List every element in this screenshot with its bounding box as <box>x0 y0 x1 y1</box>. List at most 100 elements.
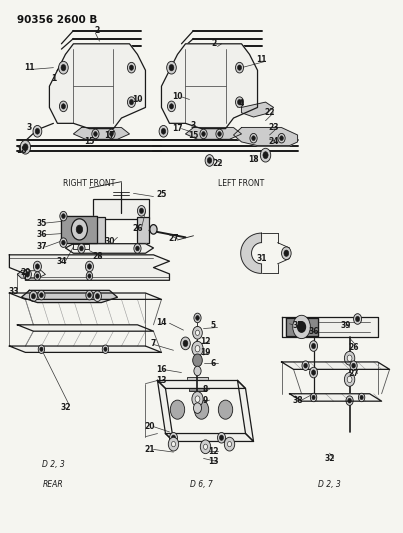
Polygon shape <box>241 102 274 117</box>
Circle shape <box>193 354 202 367</box>
Text: 12: 12 <box>208 447 219 456</box>
Circle shape <box>202 132 205 136</box>
Bar <box>85 247 133 252</box>
Bar <box>93 217 106 243</box>
Circle shape <box>40 347 43 351</box>
Text: 3: 3 <box>27 123 32 132</box>
Polygon shape <box>241 233 262 273</box>
Circle shape <box>195 345 200 352</box>
Bar <box>137 217 150 243</box>
Circle shape <box>86 290 93 300</box>
Circle shape <box>36 274 39 278</box>
Circle shape <box>224 437 235 451</box>
Circle shape <box>360 395 363 400</box>
Text: 6: 6 <box>211 359 216 367</box>
Circle shape <box>310 367 318 378</box>
Circle shape <box>38 345 45 353</box>
Circle shape <box>263 152 268 159</box>
Circle shape <box>200 129 207 139</box>
Circle shape <box>192 341 203 356</box>
Circle shape <box>170 104 173 109</box>
Circle shape <box>312 395 315 400</box>
Circle shape <box>345 351 355 365</box>
Bar <box>93 199 150 219</box>
Text: REAR: REAR <box>43 480 64 489</box>
Circle shape <box>284 250 289 256</box>
Circle shape <box>312 343 316 349</box>
Circle shape <box>192 392 203 407</box>
Circle shape <box>102 345 109 353</box>
Circle shape <box>87 264 91 269</box>
Circle shape <box>168 101 175 112</box>
Circle shape <box>352 364 355 368</box>
Text: 23: 23 <box>268 123 279 132</box>
Circle shape <box>170 400 185 419</box>
Bar <box>77 86 114 118</box>
Circle shape <box>23 269 31 280</box>
Circle shape <box>34 272 41 280</box>
Circle shape <box>139 208 143 214</box>
Circle shape <box>347 355 352 361</box>
Circle shape <box>280 136 283 141</box>
Circle shape <box>93 291 102 302</box>
Circle shape <box>39 293 43 297</box>
Text: 2: 2 <box>95 26 100 35</box>
Circle shape <box>96 294 100 299</box>
Circle shape <box>350 361 357 370</box>
Circle shape <box>61 104 65 109</box>
Text: 29: 29 <box>20 268 31 277</box>
Polygon shape <box>17 271 46 278</box>
Circle shape <box>237 65 241 70</box>
Circle shape <box>129 65 133 70</box>
Circle shape <box>20 140 31 154</box>
Text: 22: 22 <box>264 108 275 117</box>
Circle shape <box>62 214 65 219</box>
Text: 36: 36 <box>308 327 319 336</box>
Text: 15: 15 <box>188 131 199 140</box>
Circle shape <box>159 125 168 137</box>
Polygon shape <box>286 318 318 336</box>
Text: 10: 10 <box>172 92 183 101</box>
Circle shape <box>33 261 42 272</box>
Circle shape <box>216 129 223 139</box>
Text: 24: 24 <box>268 138 279 147</box>
Polygon shape <box>282 362 390 369</box>
Circle shape <box>195 396 200 402</box>
Circle shape <box>282 247 291 260</box>
Circle shape <box>218 432 226 443</box>
Circle shape <box>23 144 28 151</box>
Circle shape <box>218 400 233 419</box>
Circle shape <box>93 132 97 136</box>
Circle shape <box>345 373 355 386</box>
Circle shape <box>150 224 157 234</box>
Text: RIGHT FRONT: RIGHT FRONT <box>63 179 116 188</box>
Polygon shape <box>73 244 89 249</box>
Text: 35: 35 <box>292 321 303 330</box>
Text: 90356 2600 B: 90356 2600 B <box>17 14 98 25</box>
Text: 16: 16 <box>156 366 167 374</box>
Circle shape <box>194 366 201 376</box>
Circle shape <box>346 396 353 406</box>
Text: 26: 26 <box>348 343 359 352</box>
Text: 7: 7 <box>151 339 156 348</box>
Text: D 2, 3: D 2, 3 <box>42 460 65 469</box>
Text: 15: 15 <box>84 138 95 147</box>
Polygon shape <box>233 127 297 146</box>
Circle shape <box>252 136 256 141</box>
Circle shape <box>25 272 29 277</box>
Circle shape <box>127 62 135 73</box>
Circle shape <box>183 340 188 346</box>
Polygon shape <box>158 381 173 441</box>
Circle shape <box>104 347 107 351</box>
Text: 11: 11 <box>256 55 267 64</box>
Circle shape <box>194 400 209 419</box>
Text: 18: 18 <box>16 147 27 156</box>
Circle shape <box>278 133 285 143</box>
Text: 13: 13 <box>208 457 219 466</box>
Polygon shape <box>185 127 241 139</box>
Circle shape <box>170 432 177 443</box>
Text: 19: 19 <box>200 348 211 357</box>
Circle shape <box>347 376 352 383</box>
Circle shape <box>60 212 67 221</box>
Polygon shape <box>282 317 378 337</box>
